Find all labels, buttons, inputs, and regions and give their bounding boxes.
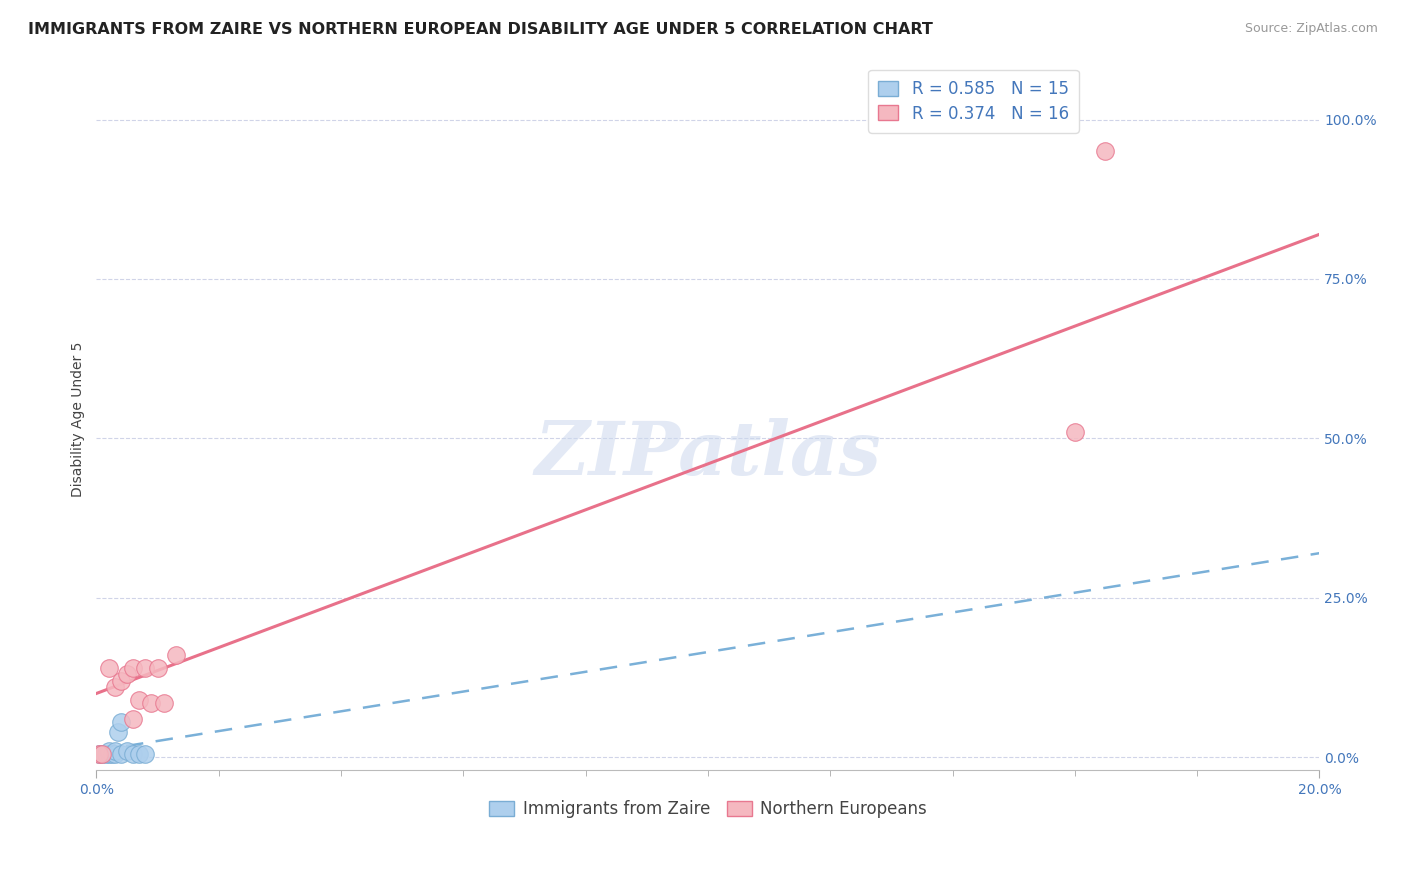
Point [110,673,132,688]
Point [165,648,187,663]
Point [104,744,127,758]
Point [104,680,127,694]
Point [128,693,150,707]
Point [97,661,120,675]
Point [100,747,122,761]
Point [122,661,145,675]
Text: IMMIGRANTS FROM ZAIRE VS NORTHERN EUROPEAN DISABILITY AGE UNDER 5 CORRELATION CH: IMMIGRANTS FROM ZAIRE VS NORTHERN EUROPE… [28,22,934,37]
Point [1063,425,1085,439]
Point [141,696,163,710]
Point [110,747,132,761]
Point [134,747,156,761]
Point [110,715,132,730]
Point [89,747,111,761]
Point [115,744,138,758]
Point [122,747,145,761]
Legend: Immigrants from Zaire, Northern Europeans: Immigrants from Zaire, Northern European… [482,794,934,825]
Point [89,747,111,761]
Point [128,747,150,761]
Point [107,724,129,739]
Point [146,661,169,675]
Text: Source: ZipAtlas.com: Source: ZipAtlas.com [1244,22,1378,36]
Point [94,747,117,761]
Point [152,696,174,710]
Point [122,712,145,726]
Y-axis label: Disability Age Under 5: Disability Age Under 5 [72,342,86,497]
Point [91,747,114,761]
Point [91,747,114,761]
Point [97,747,120,761]
Point [97,744,120,758]
Point [104,747,127,761]
Text: ZIPatlas: ZIPatlas [534,418,882,491]
Point [1094,145,1116,159]
Point [115,667,138,681]
Point [134,661,156,675]
